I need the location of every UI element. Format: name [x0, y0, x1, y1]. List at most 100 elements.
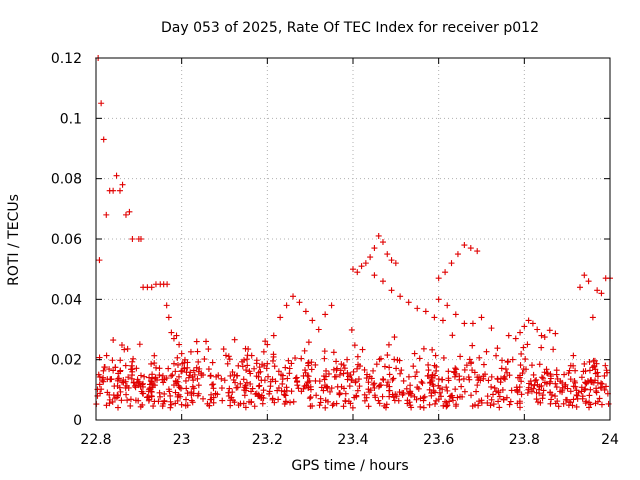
data-point	[265, 373, 272, 380]
data-point	[327, 388, 334, 395]
data-point	[379, 393, 386, 400]
data-point	[172, 368, 179, 375]
data-point	[599, 380, 606, 387]
data-point	[137, 372, 144, 379]
data-point	[196, 365, 203, 372]
data-point	[414, 305, 421, 312]
data-point	[570, 352, 577, 359]
data-point	[210, 385, 217, 392]
data-point	[244, 356, 251, 363]
data-point	[334, 365, 341, 372]
data-point	[550, 346, 557, 353]
data-point	[154, 377, 161, 384]
data-point	[453, 401, 460, 408]
data-point	[384, 379, 391, 386]
data-point	[160, 379, 167, 386]
data-point	[567, 362, 574, 369]
data-point	[488, 383, 495, 390]
data-point	[109, 357, 116, 364]
data-point	[115, 375, 122, 382]
data-point	[189, 399, 196, 406]
data-point	[129, 358, 136, 365]
data-point	[205, 346, 212, 353]
data-point	[379, 278, 386, 285]
data-point	[408, 392, 415, 399]
data-point	[514, 387, 521, 394]
data-point	[540, 375, 547, 382]
data-point	[388, 257, 395, 264]
data-point	[386, 383, 393, 390]
data-point	[129, 368, 136, 375]
data-point	[256, 364, 263, 371]
data-point	[547, 375, 554, 382]
data-point	[167, 398, 174, 405]
data-point	[125, 374, 132, 381]
data-point	[267, 383, 274, 390]
data-point	[585, 278, 592, 285]
data-point	[183, 385, 190, 392]
data-point	[476, 374, 483, 381]
data-point	[112, 364, 119, 371]
data-point	[215, 372, 222, 379]
data-point	[137, 236, 144, 242]
data-point	[435, 275, 442, 282]
data-point	[467, 245, 474, 252]
data-point	[283, 384, 290, 391]
data-point	[371, 392, 378, 399]
data-point	[376, 382, 383, 389]
data-point	[362, 260, 369, 267]
data-point	[260, 348, 267, 355]
data-point	[300, 385, 307, 392]
data-point	[148, 360, 155, 367]
data-point	[222, 352, 229, 359]
data-point	[256, 382, 263, 389]
data-point	[248, 399, 255, 406]
data-point	[403, 385, 410, 392]
data-point	[328, 385, 335, 392]
data-point	[474, 248, 481, 255]
data-point	[587, 386, 594, 393]
data-point	[361, 366, 368, 373]
data-point	[533, 396, 540, 403]
data-point	[460, 375, 467, 382]
data-point	[259, 400, 266, 407]
data-point	[103, 402, 110, 409]
data-point	[350, 368, 357, 375]
data-point	[363, 375, 370, 382]
data-point	[122, 384, 129, 391]
data-point	[261, 362, 268, 369]
data-point	[425, 367, 432, 374]
data-point	[435, 296, 442, 303]
data-point	[176, 341, 183, 348]
data-point	[178, 401, 185, 408]
data-point	[495, 389, 502, 396]
data-point	[281, 388, 288, 395]
data-point	[383, 382, 390, 389]
data-point	[282, 364, 289, 371]
data-point	[342, 397, 349, 404]
data-point	[570, 383, 577, 390]
data-point	[288, 388, 295, 395]
data-point	[174, 393, 181, 400]
data-point	[281, 400, 288, 407]
data-point	[483, 348, 490, 355]
data-point	[445, 368, 452, 375]
data-point	[506, 401, 513, 408]
data-point	[349, 404, 356, 411]
data-point	[195, 390, 202, 397]
data-point	[184, 364, 191, 371]
data-point	[209, 359, 216, 366]
data-point	[243, 367, 250, 374]
data-point	[205, 366, 212, 373]
data-point	[301, 347, 308, 354]
data-point	[439, 317, 446, 324]
data-point	[129, 236, 136, 242]
data-point	[375, 383, 382, 390]
data-point	[422, 308, 429, 315]
data-point	[596, 395, 603, 402]
data-point	[517, 362, 524, 369]
data-point	[571, 378, 578, 385]
data-point	[151, 352, 158, 359]
data-point	[415, 385, 422, 392]
data-point	[355, 376, 362, 383]
